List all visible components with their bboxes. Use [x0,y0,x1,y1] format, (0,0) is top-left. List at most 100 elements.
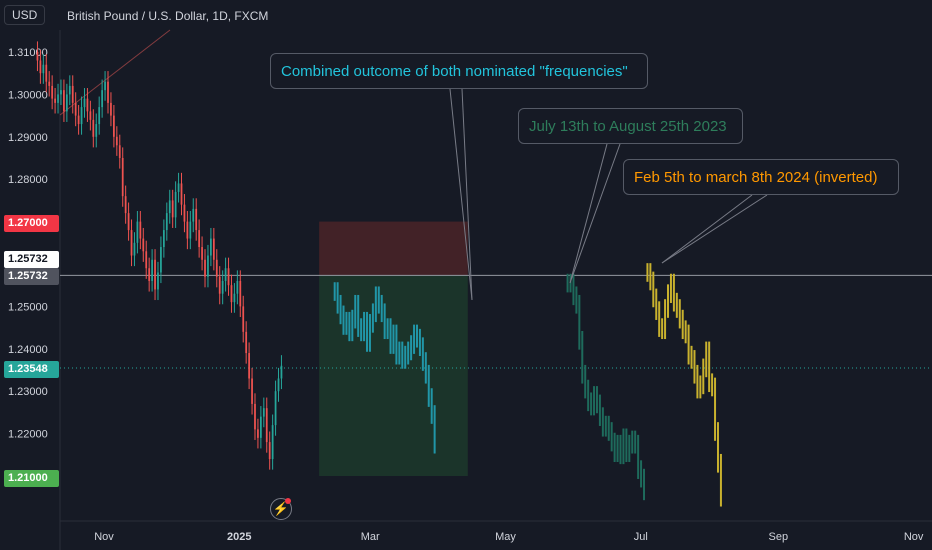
candle[interactable] [36,41,39,72]
candle[interactable] [115,126,118,156]
symbol-title[interactable]: British Pound / U.S. Dollar, 1D, FXCM [67,9,269,23]
candle[interactable] [280,355,283,390]
stop-loss-zone[interactable] [319,221,468,276]
candle[interactable] [177,172,180,203]
candle[interactable] [192,198,195,233]
candle[interactable] [189,211,192,250]
candle[interactable] [259,406,262,449]
candle[interactable] [80,96,83,135]
candle[interactable] [113,105,115,148]
candle[interactable] [215,249,218,288]
candle[interactable] [183,194,186,233]
candle[interactable] [174,181,177,228]
candle[interactable] [239,270,242,317]
time-tick-label: Sep [769,531,789,543]
time-tick-label: Nov [94,531,114,543]
candle[interactable] [195,198,198,241]
candle[interactable] [171,189,174,228]
replay-lightning-icon[interactable]: ⚡ [270,498,292,520]
candle[interactable] [39,49,42,84]
candle[interactable] [186,211,189,250]
candle[interactable] [48,71,51,97]
candle[interactable] [89,100,92,131]
candle[interactable] [51,75,54,110]
candle[interactable] [77,105,80,135]
candle[interactable] [248,342,250,390]
callout-combined-outcome[interactable]: Combined outcome of both nominated "freq… [270,53,648,89]
candle[interactable] [180,172,183,216]
candle[interactable] [136,211,139,254]
currency-selector[interactable]: USD [4,5,46,25]
candle[interactable] [210,227,212,267]
candle[interactable] [63,79,65,122]
candle[interactable] [57,83,59,114]
candle[interactable] [265,397,268,453]
candle[interactable] [198,219,201,258]
candle[interactable] [95,113,98,148]
candle[interactable] [42,54,45,84]
candle[interactable] [168,189,171,224]
projection-series[interactable] [566,273,646,501]
candle[interactable] [207,244,209,288]
candle[interactable] [83,88,86,118]
candle[interactable] [268,431,271,470]
candle[interactable] [60,79,62,105]
candle[interactable] [101,79,104,118]
candle[interactable] [86,88,89,122]
projection-series[interactable] [646,263,722,507]
candle[interactable] [165,202,168,241]
candle[interactable] [45,54,48,93]
callout-feb-march-2024[interactable]: Feb 5th to march 8th 2024 (inverted) [623,159,899,195]
crosshair-price-tag: 1.25732 [4,251,59,268]
projection-series[interactable] [333,282,436,454]
candle[interactable] [127,202,130,241]
candle[interactable] [251,367,253,415]
candle[interactable] [224,257,227,292]
candle[interactable] [124,185,127,224]
candle[interactable] [92,109,95,148]
candle[interactable] [71,75,74,114]
candle[interactable] [242,295,245,343]
candle[interactable] [139,211,142,250]
candle[interactable] [218,266,221,305]
candle[interactable] [262,397,265,428]
candle[interactable] [142,227,145,262]
candle[interactable] [121,147,124,207]
candle[interactable] [110,92,112,127]
candle[interactable] [65,83,68,122]
candle[interactable] [221,270,224,305]
candle[interactable] [245,321,248,364]
last-price-tag: 1.23548 [4,361,59,378]
candle[interactable] [230,274,233,313]
candle[interactable] [201,236,203,271]
candle[interactable] [212,227,215,271]
callout-july-august-2023[interactable]: July 13th to August 25th 2023 [518,108,743,144]
candle[interactable] [274,380,277,436]
candle[interactable] [148,257,151,292]
candle[interactable] [257,418,259,449]
candle[interactable] [254,393,256,440]
candle[interactable] [68,75,71,105]
candle[interactable] [162,219,165,258]
candle[interactable] [271,414,274,470]
candle[interactable] [204,249,206,288]
candle[interactable] [233,283,236,313]
trend-line[interactable] [59,29,171,116]
candle[interactable] [277,367,280,402]
candle[interactable] [151,249,153,292]
candle[interactable] [74,92,77,127]
candle[interactable] [54,88,56,114]
candle[interactable] [157,261,159,301]
candle[interactable] [118,134,121,169]
candle[interactable] [130,219,133,267]
candle[interactable] [104,71,106,101]
candle[interactable] [98,96,101,135]
candle[interactable] [227,257,230,296]
candle[interactable] [154,249,156,301]
candle[interactable] [107,71,109,114]
candle[interactable] [236,270,239,305]
candle[interactable] [145,240,148,279]
candle[interactable] [160,236,162,284]
candle[interactable] [133,232,136,267]
